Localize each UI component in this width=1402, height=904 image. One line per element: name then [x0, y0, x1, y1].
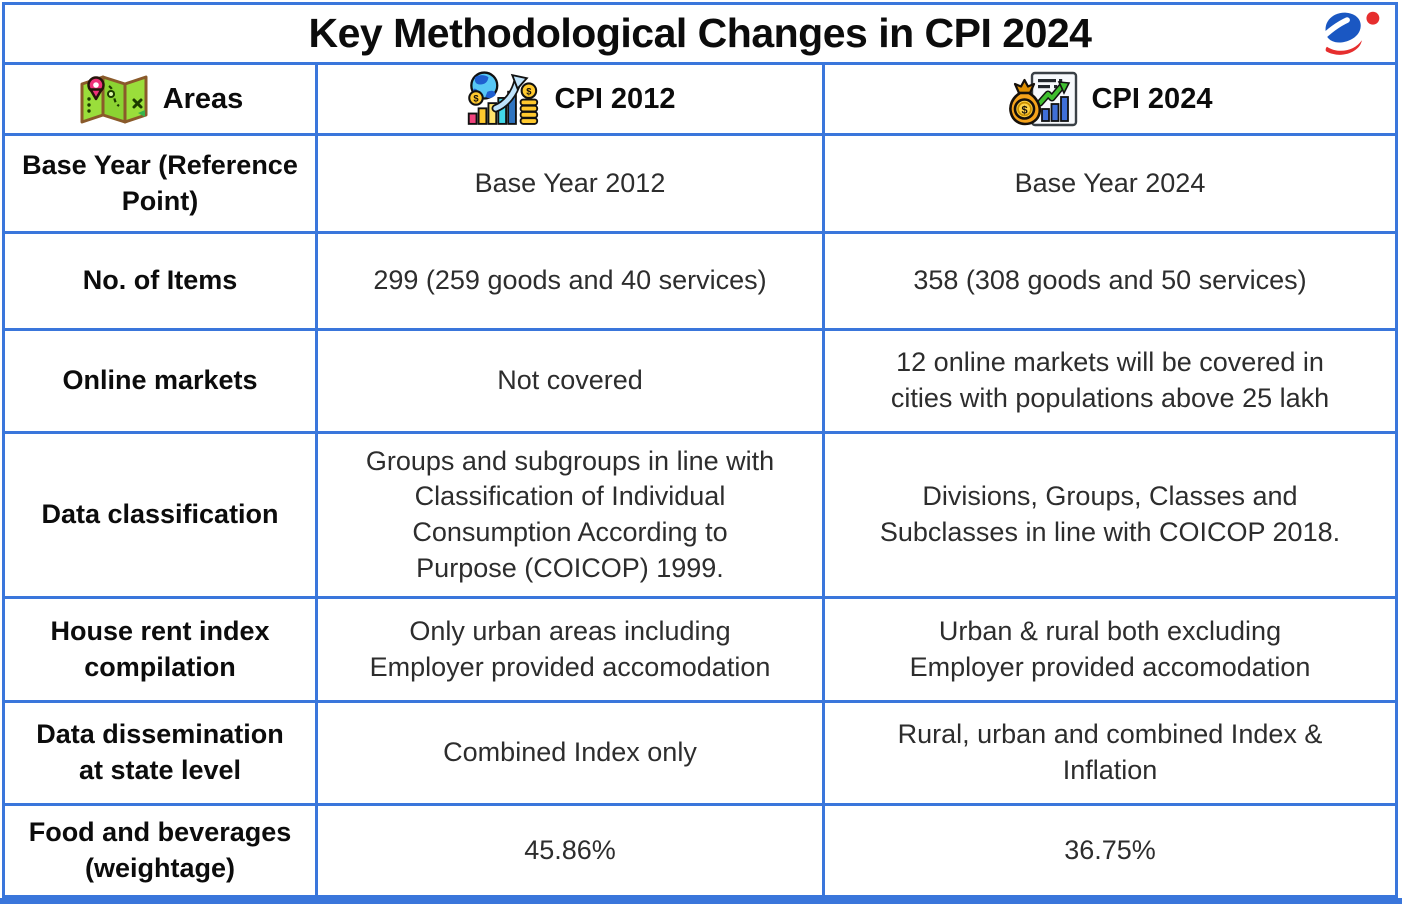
svg-text:$: $: [473, 94, 479, 104]
page-title: Key Methodological Changes in CPI 2024: [308, 10, 1092, 56]
cell-data-classification-cpi2024: Divisions, Groups, Classes and Subclasse…: [825, 434, 1395, 599]
column-header-cpi-2024: $ CPI 2024: [825, 65, 1395, 136]
money-bag-report-icon: $: [1008, 71, 1077, 127]
cell-food-weightage-cpi2024: 36.75%: [1064, 834, 1156, 865]
cell-data-classification-cpi2012: Groups and subgroups in line with Classi…: [318, 434, 825, 599]
cell-items-cpi2012: 299 (259 goods and 40 services): [318, 234, 825, 331]
cell-base-year-cpi2024: Base Year 2024: [825, 136, 1395, 234]
row-label-no-of-items: No. of Items: [5, 234, 318, 331]
svg-text:$: $: [526, 86, 532, 96]
row-label-data-classification: Data classification: [5, 434, 318, 599]
row-label-house-rent-index: House rent index compilation: [5, 599, 318, 703]
brand-logo-icon: [1316, 11, 1380, 55]
title-row: Key Methodological Changes in CPI 2024: [5, 5, 1395, 65]
row-label-base-year: Base Year (Reference Point): [5, 136, 318, 234]
globe-growth-icon: $ $: [467, 71, 538, 125]
cell-house-rent-cpi2024: Urban & rural both excluding Employer pr…: [825, 599, 1395, 703]
cell-online-markets-cpi2012: Not covered: [318, 331, 825, 434]
cell-dissemination-cpi2024: Rural, urban and combined Index & Inflat…: [825, 703, 1395, 806]
svg-text:$: $: [1021, 105, 1027, 117]
row-label-food-beverages: Food and beverages (weightage): [5, 806, 318, 895]
map-icon: [80, 75, 148, 124]
cell-items-cpi2024: 358 (308 goods and 50 services): [825, 234, 1395, 331]
column-header-areas: Areas: [5, 65, 318, 136]
column-header-label: CPI 2024: [1091, 82, 1213, 115]
cell-house-rent-cpi2012: Only urban areas including Employer prov…: [318, 599, 825, 703]
row-label-data-dissemination: Data dissemination at state level: [5, 703, 318, 806]
column-header-label: Areas: [162, 82, 244, 115]
comparison-table: Key Methodological Changes in CPI 2024: [5, 5, 1395, 895]
cell-food-weightage-cpi2012: 45.86%: [318, 806, 825, 895]
cell-base-year-cpi2012: Base Year 2012: [318, 136, 825, 234]
column-header-label: CPI 2012: [554, 82, 676, 115]
row-label-online-markets: Online markets: [5, 331, 318, 434]
cell-dissemination-cpi2012: Combined Index only: [318, 703, 825, 806]
bottom-border-band: [0, 898, 1402, 904]
column-header-cpi-2012: $ $ CPI 2012: [318, 65, 825, 136]
cell-online-markets-cpi2024: 12 online markets will be covered in cit…: [825, 331, 1395, 434]
